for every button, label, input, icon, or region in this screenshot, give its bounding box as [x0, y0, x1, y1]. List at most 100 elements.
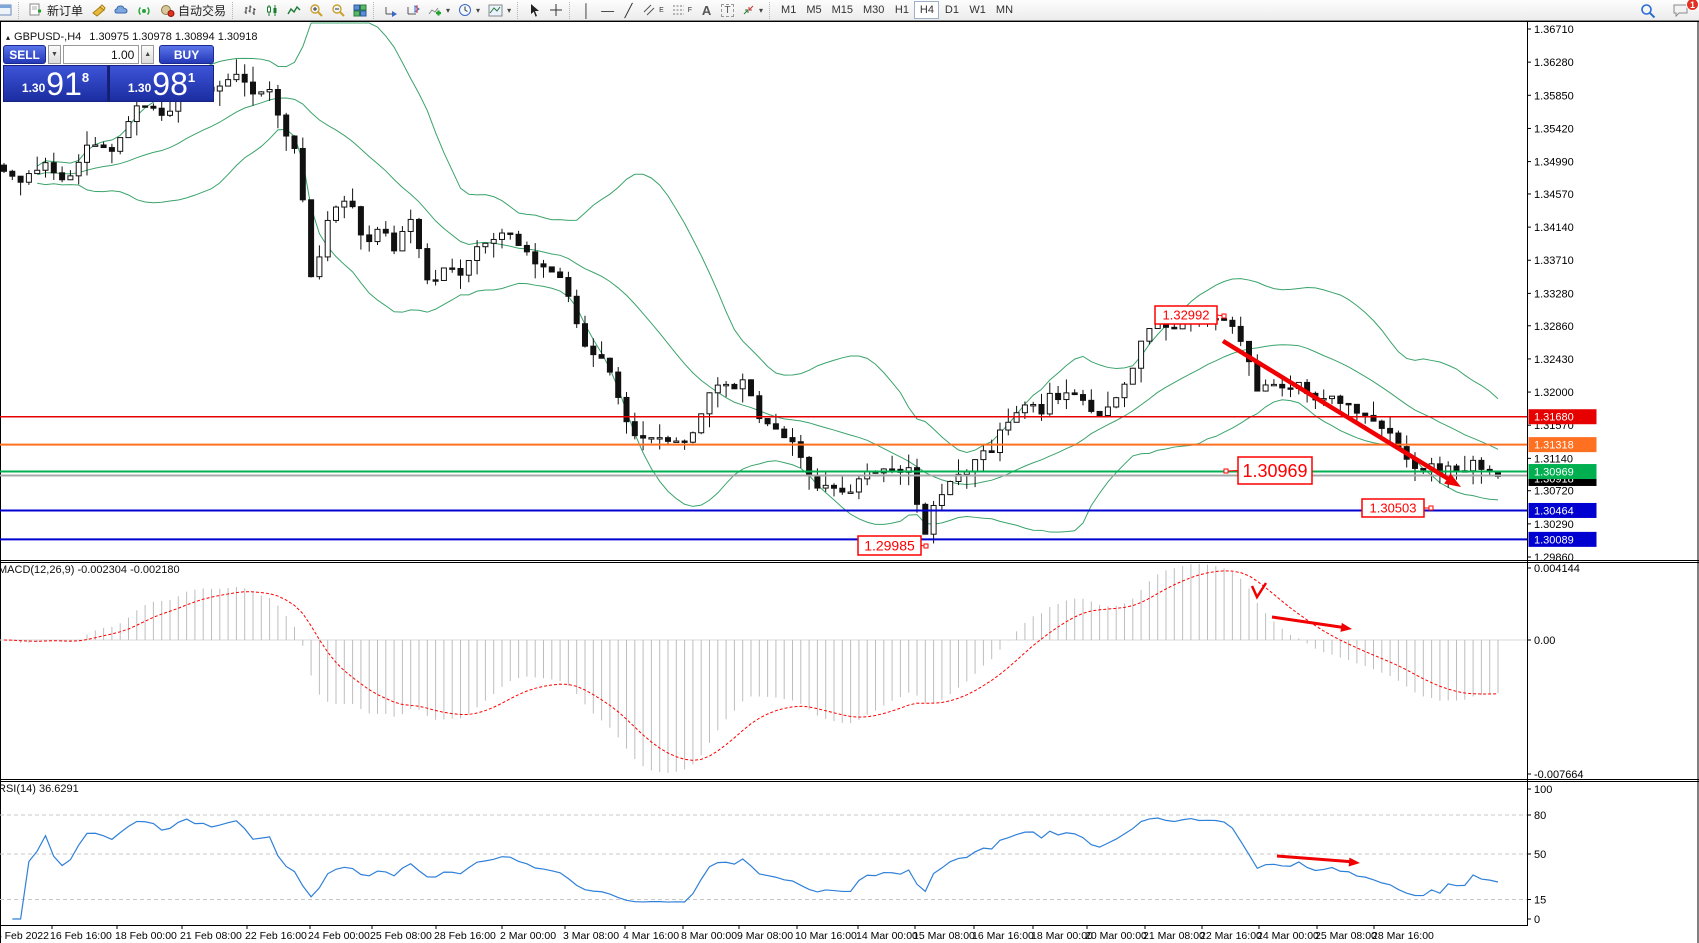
- templates-button[interactable]: ▾: [484, 1, 515, 20]
- separator: [373, 1, 378, 19]
- text-label-button[interactable]: T: [717, 1, 738, 20]
- buy-button[interactable]: BUY: [159, 45, 214, 64]
- vertical-line-button[interactable]: │: [576, 1, 597, 20]
- arrows-button[interactable]: ▾: [738, 1, 767, 20]
- terminal-button[interactable]: [110, 1, 133, 20]
- macd-check-mark[interactable]: [1250, 582, 1268, 600]
- timeframe-m1-button[interactable]: M1: [781, 4, 797, 16]
- timeframe-h1-button[interactable]: H1: [894, 4, 909, 16]
- periods-button[interactable]: ▾: [454, 1, 484, 20]
- rsi-axis[interactable]: 100 80 50 15 0: [1527, 784, 1552, 926]
- line-chart-button[interactable]: [283, 1, 305, 20]
- new-order-icon: [29, 3, 41, 16]
- timeframe-w1-button[interactable]: W1: [969, 4, 986, 16]
- timeframe-m30-button[interactable]: M30: [863, 4, 885, 16]
- svg-text:9 Mar 08:00: 9 Mar 08:00: [737, 930, 793, 942]
- crosshair-icon: [550, 4, 563, 16]
- timeframe-mn-button[interactable]: MN: [995, 4, 1014, 16]
- svg-text:80: 80: [1534, 810, 1546, 822]
- svg-text:1.31318: 1.31318: [1534, 440, 1574, 452]
- trendline-button[interactable]: ╱: [618, 1, 639, 20]
- dropdown-arrow-icon: ▾: [507, 5, 512, 15]
- svg-text:20 Mar 00:00: 20 Mar 00:00: [1085, 930, 1147, 942]
- timeframe-m5-button[interactable]: M5: [806, 4, 822, 16]
- svg-text:24 Mar 00:00: 24 Mar 00:00: [1257, 930, 1319, 942]
- cursor-button[interactable]: [524, 1, 545, 20]
- tile-windows-button[interactable]: [349, 1, 371, 20]
- channel-button[interactable]: E: [639, 1, 668, 20]
- new-order-button[interactable]: 新订单: [25, 1, 87, 20]
- svg-text:25 Mar 08:00: 25 Mar 08:00: [1315, 930, 1377, 942]
- svg-text:28 Feb 16:00: 28 Feb 16:00: [434, 930, 496, 942]
- svg-text:1.30503: 1.30503: [1370, 501, 1417, 516]
- channel-e-label: E: [659, 6, 664, 14]
- horizontal-lines[interactable]: [0, 415, 1527, 541]
- price-label-1.32992[interactable]: 1.32992: [1154, 305, 1227, 325]
- volume-up-button[interactable]: ▲: [141, 45, 155, 64]
- separator: [769, 1, 774, 19]
- rsi-line: [12, 817, 1499, 920]
- buy-price-display[interactable]: 1.30 98 1: [108, 65, 214, 102]
- timeframe-m15-button[interactable]: M15: [831, 4, 854, 16]
- macd-arrow[interactable]: [1271, 615, 1348, 630]
- volume-down-button[interactable]: ▼: [48, 45, 61, 64]
- text-tool-icon: A: [701, 2, 712, 18]
- macd-axis[interactable]: 0.004144 0.00 -0.007664: [1527, 563, 1584, 781]
- svg-text:1.36710: 1.36710: [1534, 24, 1574, 36]
- notifications-button[interactable]: 1: [1668, 0, 1699, 20]
- autotrading-button[interactable]: 自动交易: [156, 1, 230, 20]
- timeframe-h4-button[interactable]: H4: [914, 1, 940, 19]
- price-label-1.30503[interactable]: 1.30503: [1361, 498, 1434, 518]
- svg-text:4 Mar 16:00: 4 Mar 16:00: [623, 930, 679, 942]
- fibonacci-button[interactable]: F: [668, 1, 696, 20]
- zoom-out-button[interactable]: [327, 1, 349, 20]
- auto-scroll-button[interactable]: [380, 1, 402, 20]
- price-label-1.29985[interactable]: 1.29985: [857, 535, 929, 556]
- text-button[interactable]: A: [696, 1, 717, 20]
- chart-window-icon[interactable]: [0, 1, 16, 20]
- svg-text:15: 15: [1534, 895, 1546, 907]
- metaeditor-button[interactable]: [87, 1, 110, 20]
- rsi-arrow[interactable]: [1276, 854, 1356, 864]
- channel-icon: [643, 4, 655, 16]
- signals-button[interactable]: [133, 1, 156, 20]
- svg-text:28 Mar 16:00: 28 Mar 16:00: [1372, 930, 1434, 942]
- zoom-in-button[interactable]: [305, 1, 327, 20]
- dropdown-arrow-icon: ▾: [446, 5, 451, 15]
- bar-chart-button[interactable]: [239, 1, 261, 20]
- candlestick-series: [1, 59, 1501, 544]
- volume-input[interactable]: 1.00: [62, 45, 140, 64]
- symbol-marker-icon: ▴: [6, 32, 11, 42]
- chart-shift-icon: [407, 4, 420, 14]
- line-chart-icon: [287, 5, 301, 14]
- search-button[interactable]: [1636, 1, 1660, 20]
- indicators-button[interactable]: ▾: [424, 1, 454, 20]
- crosshair-button[interactable]: [545, 1, 567, 20]
- trend-arrow[interactable]: [1221, 339, 1457, 485]
- separator: [569, 1, 574, 19]
- annotations[interactable]: 1.32992 1.30969 1.30503 1.29985: [857, 305, 1461, 867]
- autotrading-label: 自动交易: [178, 3, 227, 18]
- svg-text:1.32992: 1.32992: [1163, 308, 1210, 323]
- svg-text:50: 50: [1534, 849, 1546, 861]
- svg-text:1.32860: 1.32860: [1534, 321, 1574, 333]
- pane-splitter[interactable]: [0, 560, 1699, 563]
- timeframe-d1-button[interactable]: D1: [944, 4, 959, 16]
- svg-text:22 Mar 16:00: 22 Mar 16:00: [1200, 930, 1262, 942]
- sell-price-display[interactable]: 1.30 91 8: [3, 65, 108, 102]
- svg-text:18 Mar 00:00: 18 Mar 00:00: [1031, 930, 1093, 942]
- price-label-1.30969[interactable]: 1.30969: [1223, 456, 1313, 485]
- signal-icon: [138, 6, 150, 15]
- candlestick-button[interactable]: [261, 1, 283, 20]
- pane-splitter[interactable]: [0, 779, 1699, 782]
- horizontal-line-button[interactable]: —: [597, 1, 618, 20]
- sell-button[interactable]: SELL: [3, 45, 47, 64]
- svg-text:21 Mar 08:00: 21 Mar 08:00: [1143, 930, 1205, 942]
- separator: [232, 1, 237, 19]
- rsi-levels: [0, 814, 1527, 900]
- svg-text:10 Mar 16:00: 10 Mar 16:00: [795, 930, 857, 942]
- svg-text:2 Mar 00:00: 2 Mar 00:00: [500, 930, 556, 942]
- chart-shift-button[interactable]: [402, 1, 424, 20]
